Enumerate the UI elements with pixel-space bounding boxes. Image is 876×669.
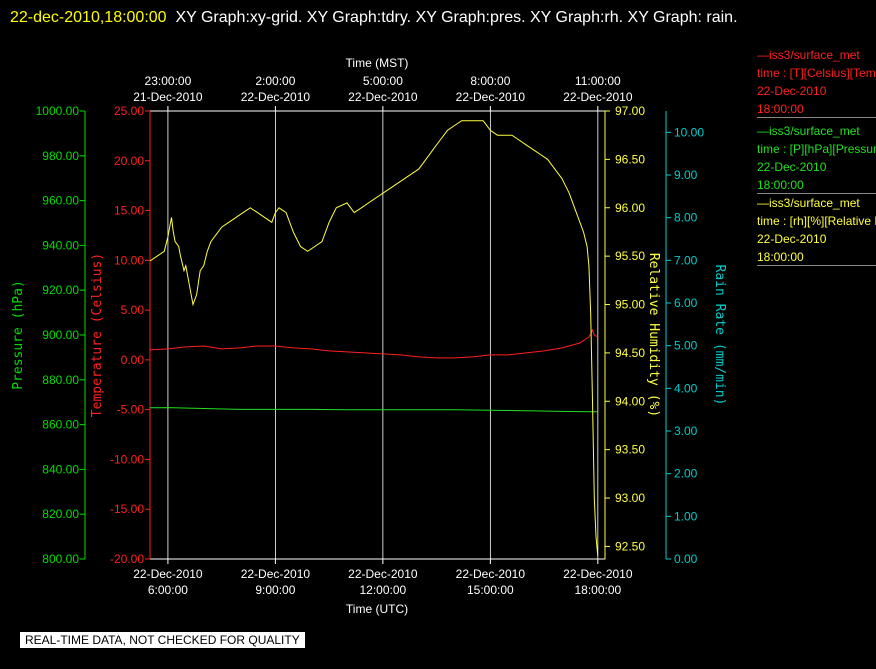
legend-temperature-line4: 18:00:00 (757, 102, 804, 116)
legend-temperature-line3: 22-Dec-2010 (757, 84, 827, 98)
x-tick-label-time: 9:00:00 (255, 583, 295, 597)
pressure-tick-label: 920.00 (42, 283, 79, 297)
quality-notice: REAL-TIME DATA, NOT CHECKED FOR QUALITY (20, 632, 305, 648)
legend-temperature-separator (757, 117, 876, 118)
series-pressure (149, 407, 598, 413)
x-top-tick-label-time: 11:00:00 (575, 74, 621, 88)
temperature-tick-label: 0.00 (121, 353, 145, 367)
temperature-axis-title: Temperature (Celsius) (90, 253, 105, 417)
x-top-tick-label-date: 22-Dec-2010 (348, 90, 418, 104)
rain-tick-label: 9.00 (674, 168, 698, 182)
temperature-tick-label: 5.00 (121, 303, 145, 317)
x-tick-label-date: 22-Dec-2010 (563, 567, 633, 581)
x-top-tick-label-time: 8:00:00 (470, 74, 510, 88)
x-axis-label-bottom: Time (UTC) (346, 602, 408, 616)
x-tick-label-time: 18:00:00 (574, 583, 621, 597)
rh-axis-title: Relative Humidity (%) (646, 253, 661, 417)
rh-tick-label: 95.00 (615, 298, 645, 312)
x-axis-label-top: Time (MST) (346, 56, 409, 70)
pressure-tick-label: 1000.00 (36, 104, 80, 118)
legend-pressure-line4: 18:00:00 (757, 178, 804, 192)
x-top-tick-label-time: 2:00:00 (255, 74, 295, 88)
x-tick-label-date: 22-Dec-2010 (348, 567, 418, 581)
x-top-tick-label-time: 5:00:00 (363, 74, 403, 88)
pressure-tick-label: 840.00 (42, 462, 79, 476)
rh-tick-label: 93.50 (615, 443, 645, 457)
rain-tick-label: 6.00 (674, 296, 698, 310)
x-tick-label-time: 15:00:00 (467, 583, 514, 597)
rh-tick-label: 96.50 (615, 152, 645, 166)
pressure-axis-title: Pressure (hPa) (11, 280, 26, 390)
pressure-tick-label: 900.00 (42, 328, 79, 342)
pressure-tick-label: 820.00 (42, 507, 79, 521)
rh-tick-label: 94.00 (615, 394, 645, 408)
legend-temperature-line1: —iss3/surface_met (757, 48, 860, 62)
rain-tick-label: 5.00 (674, 339, 698, 353)
pressure-tick-label: 960.00 (42, 194, 79, 208)
temperature-tick-label: -15.00 (110, 502, 144, 516)
plot-frame (149, 110, 606, 560)
x-tick-label-date: 22-Dec-2010 (241, 567, 311, 581)
rh-tick-label: 95.50 (615, 249, 645, 263)
temperature-tick-label: -10.00 (110, 452, 144, 466)
header-timestamp: 22-dec-2010,18:00:00 (10, 9, 167, 26)
pressure-tick-label: 800.00 (42, 552, 79, 566)
temperature-tick-label: 20.00 (114, 154, 144, 168)
x-top-tick-label-date: 22-Dec-2010 (456, 90, 526, 104)
legend-temperature-line2: time : [T][Celsius][Temperature] (757, 66, 876, 80)
legend-pressure-separator (757, 193, 876, 194)
legend-rh-separator (757, 265, 876, 266)
series-relative-humidity (149, 120, 599, 557)
rh-tick-label: 94.50 (615, 346, 645, 360)
pressure-tick-label: 980.00 (42, 149, 79, 163)
series-temperature (149, 328, 599, 359)
pressure-tick-label: 880.00 (42, 373, 79, 387)
legend-pressure-line1: —iss3/surface_met (757, 124, 860, 138)
x-top-tick-label-time: 23:00:00 (145, 74, 192, 88)
rain-tick-label: 1.00 (674, 509, 698, 523)
rain-tick-label: 2.00 (674, 467, 698, 481)
legend-pressure-line2: time : [P][hPa][Pressure] (757, 142, 876, 156)
x-tick-label-time: 6:00:00 (148, 583, 188, 597)
x-tick-label-date: 22-Dec-2010 (456, 567, 526, 581)
legend-rh-line4: 18:00:00 (757, 250, 804, 264)
legend-rh-line1: —iss3/surface_met (757, 196, 860, 210)
rh-tick-label: 92.50 (615, 539, 645, 553)
rh-tick-label: 96.00 (615, 201, 645, 215)
legend-rh-line2: time : [rh][%][Relative Humidity] (757, 214, 876, 228)
rain-tick-label: 0.00 (674, 552, 698, 566)
legend-rh-line3: 22-Dec-2010 (757, 232, 827, 246)
x-tick-label-date: 22-Dec-2010 (133, 567, 203, 581)
legend-rh: —iss3/surface_met time : [rh][%][Relativ… (757, 194, 876, 266)
rain-tick-label: 8.00 (674, 211, 698, 225)
pressure-tick-label: 940.00 (42, 238, 79, 252)
legend-pressure: —iss3/surface_met time : [P][hPa][Pressu… (757, 122, 876, 194)
rain-tick-label: 10.00 (674, 125, 704, 139)
temperature-tick-label: 15.00 (114, 204, 144, 218)
temperature-tick-label: 10.00 (114, 253, 144, 267)
header-graph-list: XY Graph:xy-grid. XY Graph:tdry. XY Grap… (175, 9, 738, 26)
legend-temperature: —iss3/surface_met time : [T][Celsius][Te… (757, 46, 876, 118)
x-tick-label-time: 12:00:00 (360, 583, 407, 597)
temperature-tick-label: -20.00 (110, 552, 144, 566)
rh-tick-label: 93.00 (615, 491, 645, 505)
rain-tick-label: 7.00 (674, 253, 698, 267)
rh-tick-label: 97.00 (615, 104, 645, 118)
rain-axis-title: Rain Rate (mm/min) (712, 265, 727, 406)
rain-tick-label: 3.00 (674, 424, 698, 438)
header-title: 22-dec-2010,18:00:00 XY Graph:xy-grid. X… (10, 4, 860, 32)
x-top-tick-label-date: 22-Dec-2010 (563, 90, 633, 104)
temperature-tick-label: 25.00 (114, 104, 144, 118)
x-top-tick-label-date: 21-Dec-2010 (133, 90, 203, 104)
pressure-tick-label: 860.00 (42, 418, 79, 432)
rain-tick-label: 4.00 (674, 381, 698, 395)
temperature-tick-label: -5.00 (117, 403, 145, 417)
x-top-tick-label-date: 22-Dec-2010 (241, 90, 311, 104)
legend-pressure-line3: 22-Dec-2010 (757, 160, 827, 174)
